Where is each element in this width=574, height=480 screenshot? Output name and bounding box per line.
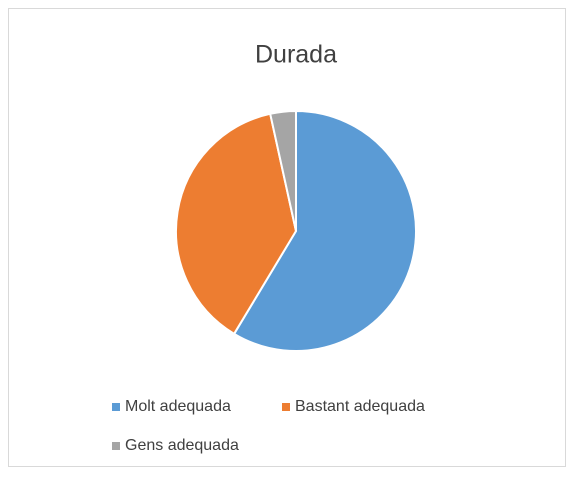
legend-label: Gens adequada <box>125 437 239 454</box>
legend-swatch <box>112 442 120 450</box>
legend-label: Bastant adequada <box>295 398 425 415</box>
chart-title: Durada <box>255 41 337 69</box>
pie-slice <box>175 112 298 336</box>
pie-slice <box>269 109 297 232</box>
legend-swatch <box>112 403 120 411</box>
legend-label: Molt adequada <box>125 398 231 415</box>
pie-slice <box>232 109 417 352</box>
legend-swatch <box>282 403 290 411</box>
